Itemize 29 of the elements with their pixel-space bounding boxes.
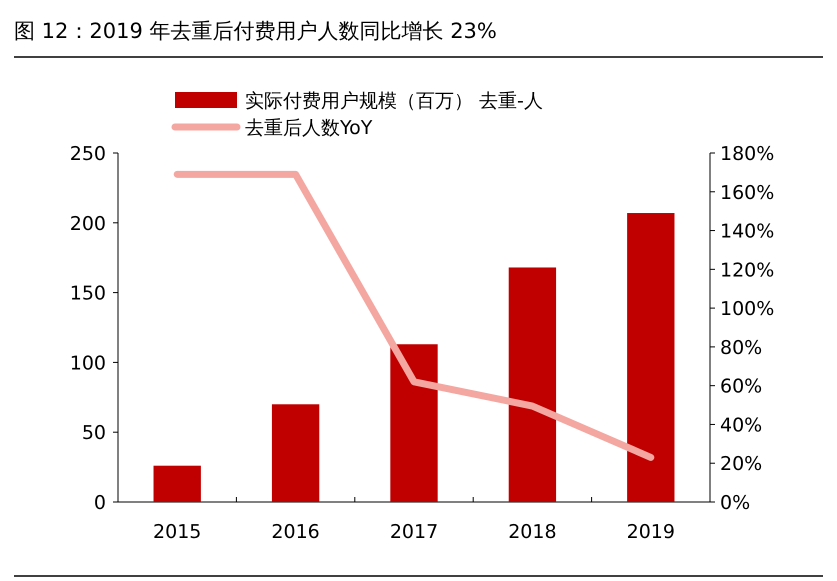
bar <box>508 267 556 502</box>
y2-tick-label: 80% <box>720 336 762 359</box>
bar <box>272 404 320 502</box>
bar <box>390 344 438 502</box>
legend-label: 去重后人数YoY <box>245 117 373 139</box>
y-tick-label: 0 <box>94 492 106 514</box>
y2-tick-label: 120% <box>720 259 774 282</box>
y-tick-label: 200 <box>70 212 106 235</box>
x-tick-label: 2015 <box>153 521 202 543</box>
y-tick-label: 250 <box>70 143 106 165</box>
bar <box>627 213 674 502</box>
legend-label: 实际付费用户规模（百万） 去重-人 <box>245 90 543 112</box>
y2-tick-label: 100% <box>720 298 774 320</box>
x-tick-label: 2019 <box>626 521 675 543</box>
y2-tick-label: 140% <box>720 220 774 243</box>
y-tick-label: 100 <box>70 352 106 374</box>
y2-tick-label: 160% <box>720 182 774 204</box>
y2-tick-label: 60% <box>720 376 762 398</box>
bar <box>154 466 201 502</box>
y-tick-label: 50 <box>82 422 106 444</box>
y2-tick-label: 40% <box>720 414 762 436</box>
x-tick-label: 2016 <box>271 521 320 543</box>
y2-tick-label: 0% <box>720 492 750 514</box>
x-tick-label: 2018 <box>508 521 557 543</box>
y2-tick-label: 180% <box>720 143 774 165</box>
y-tick-label: 150 <box>70 282 106 305</box>
x-tick-label: 2017 <box>390 521 438 543</box>
y2-tick-label: 20% <box>720 453 762 476</box>
chart-title: 图 12：2019 年去重后付费用户人数同比增长 23% <box>14 19 497 43</box>
